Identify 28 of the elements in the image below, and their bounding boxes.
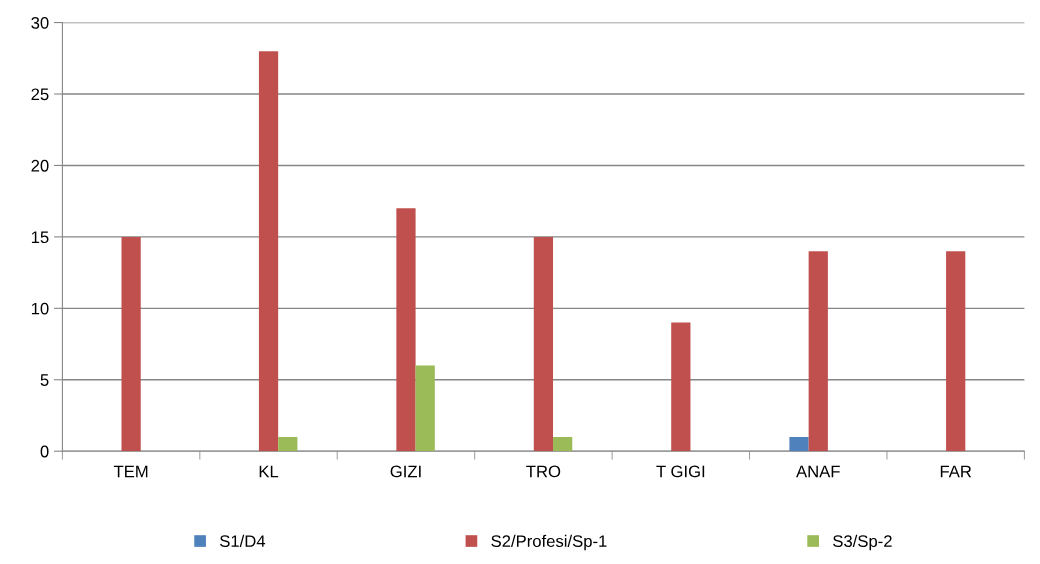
x-tick-label: T GIGI (656, 465, 705, 478)
bar (808, 251, 828, 452)
bar (258, 51, 279, 452)
y-tick-label: 0 (40, 445, 49, 458)
y-tick-label: 20 (31, 159, 49, 172)
y-tick-label: 10 (31, 302, 49, 315)
legend-label: S1/D4 (220, 534, 266, 548)
x-tick-label: ANAF (796, 465, 840, 478)
y-tick-label: 25 (31, 88, 49, 101)
bar (671, 322, 691, 452)
x-tick-label: GIZI (390, 465, 421, 478)
y-tick-label: 15 (31, 231, 49, 244)
bar (415, 365, 435, 452)
y-tick-label: 5 (40, 374, 49, 386)
y-tick-label: 30 (31, 16, 49, 29)
bar (946, 251, 966, 452)
x-tick-label: TEM (113, 465, 148, 478)
x-tick-label: KL (259, 465, 279, 478)
x-tick-label: TRO (526, 465, 561, 478)
bar (553, 436, 573, 452)
bar (278, 436, 298, 452)
bar (396, 208, 416, 452)
bar (789, 436, 809, 452)
bar (121, 236, 141, 452)
legend-label: S3/Sp-2 (833, 534, 892, 551)
bar (533, 236, 554, 452)
legend-label: S2/Profesi/Sp-1 (491, 534, 607, 551)
x-tick-label: FAR (940, 465, 972, 478)
